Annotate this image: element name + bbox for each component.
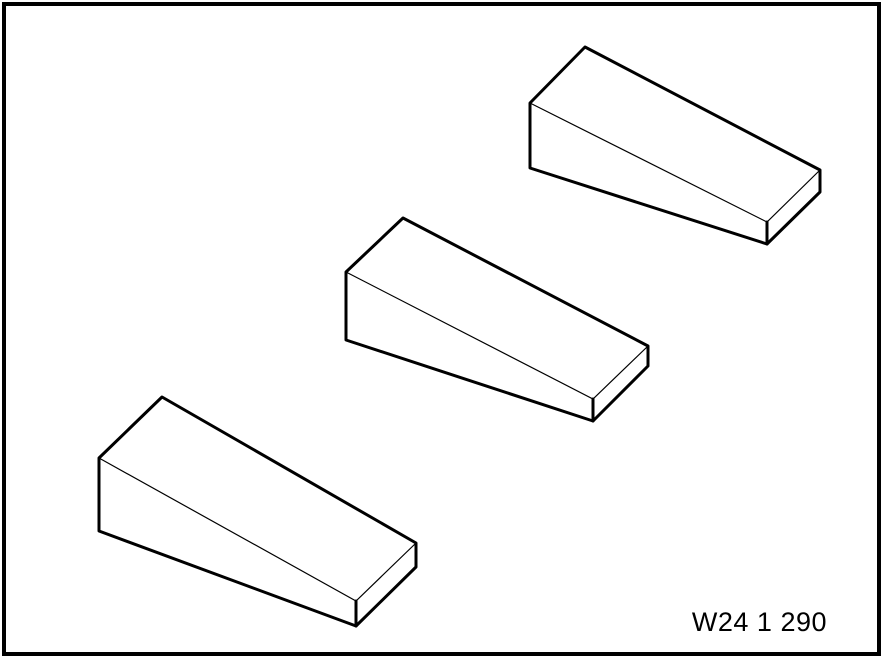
wedge-block-middle bbox=[346, 218, 648, 421]
wedge-block-bottom bbox=[99, 397, 416, 626]
figure-border bbox=[4, 4, 879, 654]
figure-reference-code: W24 1 290 bbox=[692, 609, 827, 636]
wedge-block-top bbox=[530, 47, 820, 244]
